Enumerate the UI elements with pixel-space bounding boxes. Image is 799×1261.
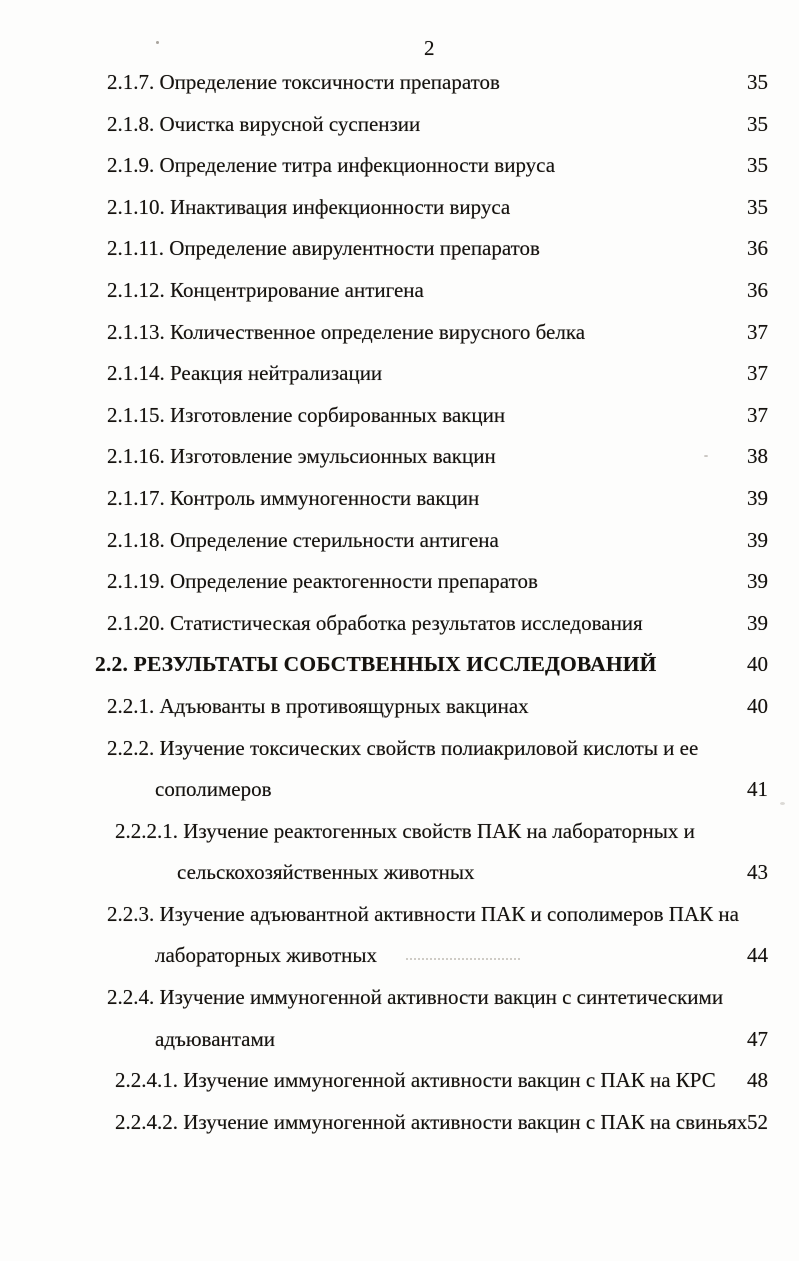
toc-entry-page-number: 40	[747, 652, 768, 677]
toc-entry: 2.1.16. Изготовление эмульсионных вакцин…	[0, 436, 799, 478]
toc-entry: 2.1.12. Концентрирование антигена 36	[0, 270, 799, 312]
toc-entry: 2.2.2. Изучение токсических свойств поли…	[0, 728, 799, 811]
toc-entry: 2.2.4.2. Изучение иммуногенной активност…	[0, 1102, 799, 1144]
toc-entry: 2.2. РЕЗУЛЬТАТЫ СОБСТВЕННЫХ ИССЛЕДОВАНИЙ…	[0, 644, 799, 686]
toc-entry-line: 2.1.17. Контроль иммуногенности вакцин	[107, 485, 480, 510]
toc-entry: 2.1.10. Инактивация инфекционности вирус…	[0, 187, 799, 229]
scan-artifact	[406, 958, 520, 960]
toc-entry: 2.2.4. Изучение иммуногенной активности …	[0, 977, 799, 1060]
toc-entry-line: 2.2.4. Изучение иммуногенной активности …	[107, 985, 724, 1010]
toc-entry-text: 2.1.13. Количественное определение вирус…	[0, 312, 726, 354]
toc-entry-page-number: 35	[747, 111, 768, 136]
toc-entry-line: 2.1.8. Очистка вирусной суспензии	[107, 111, 421, 136]
toc-entry-page-number: 39	[747, 569, 768, 594]
toc-entry-text: 2.2. РЕЗУЛЬТАТЫ СОБСТВЕННЫХ ИССЛЕДОВАНИЙ	[0, 644, 726, 686]
toc-entry-page-number: 48	[747, 1068, 768, 1093]
page-number: 2	[424, 36, 435, 60]
toc-entry-line: 2.1.20. Статистическая обработка результ…	[107, 610, 643, 635]
toc-entry-page-number: 38	[747, 444, 768, 469]
toc-entry: 2.2.4.1. Изучение иммуногенной активност…	[0, 1060, 799, 1102]
toc-entry-line: 2.1.9. Определение титра инфекционности …	[107, 153, 556, 178]
toc-entry-page-number: 39	[747, 610, 768, 635]
toc-entry-text: 2.1.20. Статистическая обработка результ…	[0, 603, 726, 645]
toc-entry-text: 2.1.10. Инактивация инфекционности вирус…	[0, 187, 726, 229]
toc-entry-text: 2.2.3. Изучение адъювантной активности П…	[0, 894, 739, 977]
toc-entry-line: 2.1.14. Реакция нейтрализации	[107, 361, 383, 386]
toc-entry-page-number: 47	[747, 1026, 768, 1051]
toc-entry-text: 2.1.15. Изготовление сорбированных вакци…	[0, 395, 726, 437]
toc-entry: 2.1.8. Очистка вирусной суспензии 35	[0, 104, 799, 146]
toc-entry-line: 2.2.4.1. Изучение иммуногенной активност…	[115, 1068, 716, 1093]
toc-entry-page-number: 40	[747, 693, 768, 718]
toc-entry-text: 2.1.14. Реакция нейтрализации	[0, 353, 726, 395]
toc-entry: 2.1.9. Определение титра инфекционности …	[0, 145, 799, 187]
toc-entry: 2.1.15. Изготовление сорбированных вакци…	[0, 395, 799, 437]
toc-entry-page-number: 37	[747, 361, 768, 386]
scan-artifact	[780, 802, 785, 805]
toc-entry-line: 2.1.13. Количественное определение вирус…	[107, 319, 586, 344]
toc-entry-text: 2.2.4.2. Изучение иммуногенной активност…	[0, 1102, 748, 1144]
toc-entry-line: 2.1.18. Определение стерильности антиген…	[107, 527, 499, 552]
toc-entry: 2.1.17. Контроль иммуногенности вакцин 3…	[0, 478, 799, 520]
toc-entry-line: 2.1.11. Определение авирулентности препа…	[107, 236, 540, 261]
toc-entry-line: 2.1.16. Изготовление эмульсионных вакцин	[107, 444, 496, 469]
toc-entry-page-number: 39	[747, 527, 768, 552]
toc-entry-text: 2.1.17. Контроль иммуногенности вакцин	[0, 478, 726, 520]
toc-entry-text: 2.1.19. Определение реактогенности препа…	[0, 561, 726, 603]
toc-entry-page-number: 37	[747, 319, 768, 344]
toc-entry-line: адъювантами	[155, 1026, 276, 1051]
toc-entry-page-number: 44	[747, 943, 768, 968]
scan-artifact	[704, 455, 708, 457]
toc-entry-text: 2.1.9. Определение титра инфекционности …	[0, 145, 726, 187]
toc-entry-line: 2.2. РЕЗУЛЬТАТЫ СОБСТВЕННЫХ ИССЛЕДОВАНИЙ	[95, 652, 657, 677]
toc-entry-line: лабораторных животных	[155, 943, 378, 968]
toc-entry-line: 2.2.4.2. Изучение иммуногенной активност…	[115, 1109, 748, 1134]
toc-entry-text: 2.2.4. Изучение иммуногенной активности …	[0, 977, 726, 1060]
toc-entry-page-number: 41	[747, 777, 768, 802]
toc-entry: 2.1.11. Определение авирулентности препа…	[0, 228, 799, 270]
toc-entry-text: 2.1.8. Очистка вирусной суспензии	[0, 104, 726, 146]
toc-entry-line: 2.2.2. Изучение токсических свойств поли…	[107, 735, 699, 760]
toc-entry-page-number: 39	[747, 485, 768, 510]
toc-entry-line: 2.1.12. Концентрирование антигена	[107, 277, 424, 302]
toc-entry: 2.1.18. Определение стерильности антиген…	[0, 520, 799, 562]
toc-entry-page-number: 36	[747, 277, 768, 302]
toc-entry: 2.1.13. Количественное определение вирус…	[0, 312, 799, 354]
toc-entry-page-number: 37	[747, 402, 768, 427]
toc-entry-line: 2.1.7. Определение токсичности препарато…	[107, 70, 500, 94]
toc-entry-line: 2.2.3. Изучение адъювантной активности П…	[107, 901, 739, 926]
toc-entry-line: сельскохозяйственных животных	[177, 860, 475, 885]
toc-entry-page-number: 52	[747, 1109, 768, 1134]
toc-entry-text: 2.1.7. Определение токсичности препарато…	[0, 62, 726, 104]
toc-entry-text: 2.2.4.1. Изучение иммуногенной активност…	[0, 1060, 726, 1102]
toc-entry-text: 2.1.12. Концентрирование антигена	[0, 270, 726, 312]
toc-entry: 2.1.19. Определение реактогенности препа…	[0, 561, 799, 603]
toc-entry-text: 2.1.16. Изготовление эмульсионных вакцин	[0, 436, 726, 478]
toc-entry-text: 2.2.1. Адъюванты в противоящурных вакцин…	[0, 686, 726, 728]
scan-artifact	[156, 41, 159, 44]
toc-entry-page-number: 36	[747, 236, 768, 261]
toc-entry-text: 2.2.2.1. Изучение реактогенных свойств П…	[0, 811, 726, 894]
toc-entry: 2.1.14. Реакция нейтрализации 37	[0, 353, 799, 395]
toc-entry-page-number: 43	[747, 860, 768, 885]
toc-entry-line: 2.2.2.1. Изучение реактогенных свойств П…	[115, 818, 695, 843]
toc-entry: 2.2.2.1. Изучение реактогенных свойств П…	[0, 811, 799, 894]
toc-entry-text: 2.1.11. Определение авирулентности препа…	[0, 228, 726, 270]
toc-entry: 2.1.20. Статистическая обработка результ…	[0, 603, 799, 645]
toc-entry-page-number: 35	[747, 70, 768, 94]
toc-entry-line: 2.2.1. Адъюванты в противоящурных вакцин…	[107, 693, 529, 718]
toc-entry-line: сополимеров	[155, 777, 272, 802]
toc-entry-line: 2.1.15. Изготовление сорбированных вакци…	[107, 402, 506, 427]
toc-entry-page-number: 35	[747, 194, 768, 219]
toc-entry-text: 2.1.18. Определение стерильности антиген…	[0, 520, 726, 562]
toc-entry: 2.2.3. Изучение адъювантной активности П…	[0, 894, 799, 977]
toc-entry-page-number: 35	[747, 153, 768, 178]
table-of-contents: 2.1.7. Определение токсичности препарато…	[0, 62, 799, 1143]
toc-entry: 2.2.1. Адъюванты в противоящурных вакцин…	[0, 686, 799, 728]
toc-entry-text: 2.2.2. Изучение токсических свойств поли…	[0, 728, 726, 811]
toc-entry-line: 2.1.19. Определение реактогенности препа…	[107, 569, 538, 594]
toc-entry-line: 2.1.10. Инактивация инфекционности вирус…	[107, 194, 511, 219]
toc-entry: 2.1.7. Определение токсичности препарато…	[0, 62, 799, 104]
